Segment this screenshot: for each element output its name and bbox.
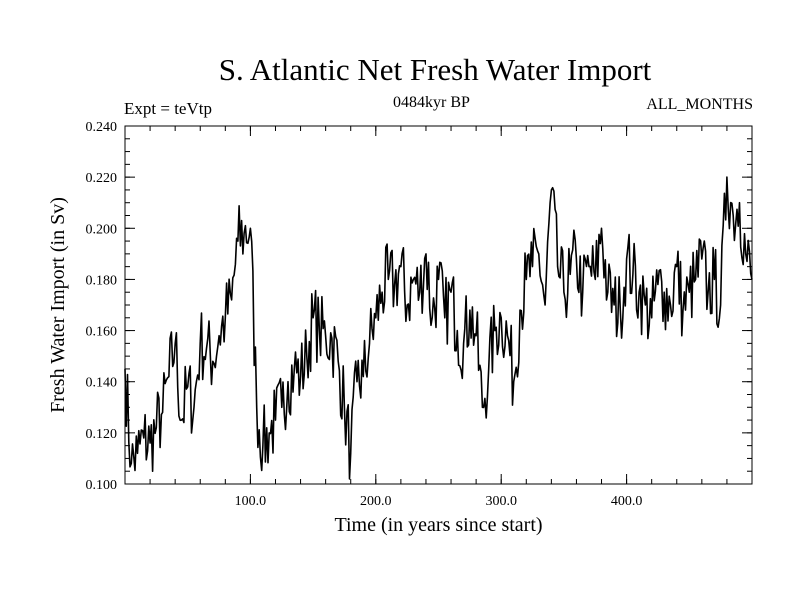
y-tick-label: 0.200	[86, 222, 118, 237]
x-tick-label: 200.0	[360, 494, 392, 509]
x-tick-label: 300.0	[485, 494, 517, 509]
epoch-label: 0484kyr BP	[393, 94, 470, 111]
x-axis-label: Time (in years since start)	[334, 514, 542, 536]
y-tick-label: 0.240	[86, 120, 118, 135]
y-tick-label: 0.160	[86, 325, 118, 340]
ticks-group: 100.0 200.0 300.0 400.0 0.100 0.120 0.140 0.160…	[86, 120, 752, 509]
y-tick-label: 0.140	[86, 376, 118, 391]
x-tick-label: 100.0	[235, 494, 267, 509]
series-line	[124, 176, 753, 480]
y-tick-label: 0.120	[86, 427, 118, 442]
y-tick-label: 0.100	[86, 478, 118, 493]
y-tick-label: 0.180	[86, 273, 118, 288]
x-tick-label: 400.0	[611, 494, 643, 509]
y-axis-label: Fresh Water Import (in Sv)	[47, 197, 69, 413]
experiment-label: Expt = teVtp	[124, 99, 212, 118]
chart-title: S. Atlantic Net Fresh Water Import	[218, 52, 652, 87]
plot-frame	[124, 125, 753, 485]
y-tick-label: 0.220	[86, 171, 118, 186]
months-label: ALL_MONTHS	[646, 96, 753, 113]
